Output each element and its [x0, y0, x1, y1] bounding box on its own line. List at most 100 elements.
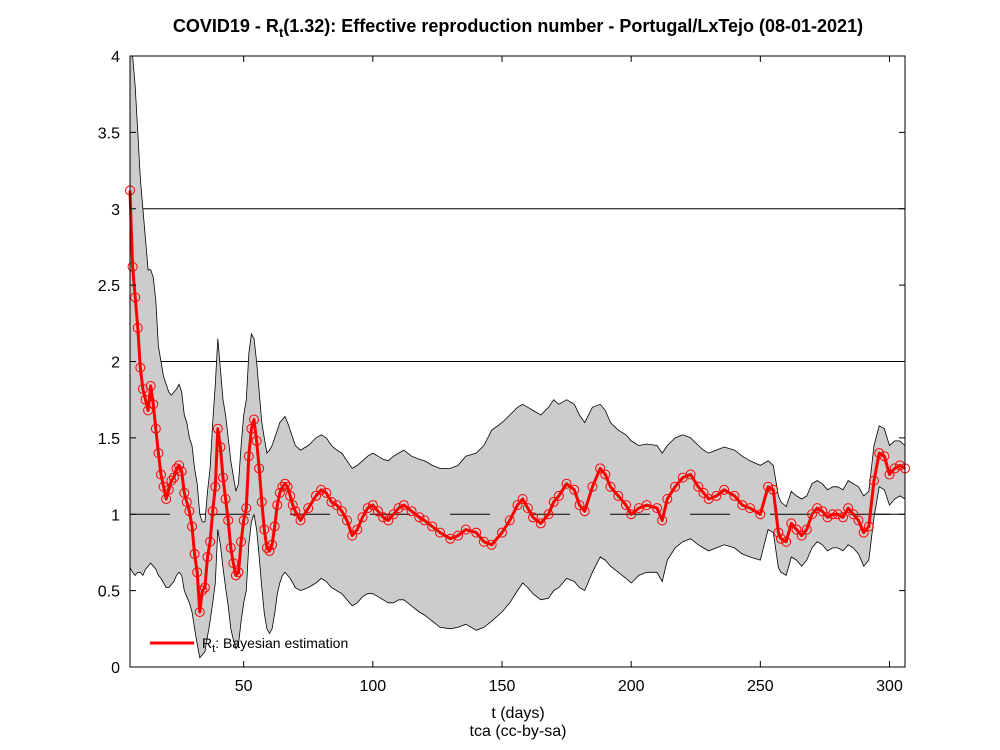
data-point [140, 394, 151, 405]
chart-title: COVID19 - Rt(1.32): Effective reproducti… [173, 16, 863, 40]
data-point [156, 469, 166, 480]
y-tick-label: 1.5 [98, 431, 120, 448]
x-axis-label: t (days) [491, 705, 544, 722]
data-point [497, 527, 507, 538]
data-point [863, 521, 874, 532]
data-point [383, 515, 394, 526]
data-point [267, 539, 278, 550]
data-point [246, 423, 257, 434]
y-tick-label: 4 [111, 49, 120, 66]
data-point [693, 481, 704, 492]
data-point [181, 497, 192, 508]
data-point [652, 503, 662, 514]
data-point [843, 503, 854, 514]
data-point [249, 414, 259, 425]
data-point [561, 478, 572, 489]
data-point [543, 509, 554, 520]
data-point [414, 512, 425, 523]
data-point [786, 518, 797, 529]
data-point [853, 515, 864, 526]
data-point [290, 506, 301, 517]
data-point [626, 509, 637, 520]
data-point [145, 380, 156, 391]
data-point [316, 484, 327, 495]
data-point [215, 442, 226, 453]
x-tick-label: 100 [359, 678, 386, 695]
data-point [192, 567, 203, 578]
data-point [453, 530, 464, 541]
data-point [419, 515, 430, 526]
data-point [874, 448, 885, 459]
data-point [817, 506, 828, 517]
data-point [595, 463, 606, 474]
data-point [858, 527, 869, 538]
data-point [889, 463, 900, 474]
data-point [336, 506, 347, 517]
data-point [427, 521, 438, 532]
data-point [613, 490, 624, 501]
data-point [574, 500, 585, 511]
estimate-layer [125, 185, 910, 618]
data-point [153, 448, 164, 459]
data-point [670, 481, 681, 492]
data-point [331, 500, 342, 511]
data-point [166, 475, 177, 486]
data-point [698, 487, 709, 498]
data-point [233, 567, 244, 578]
data-point [347, 530, 358, 541]
data-point [176, 466, 187, 477]
data-point [251, 435, 262, 446]
x-tick-label: 300 [876, 678, 903, 695]
data-point [321, 487, 332, 498]
data-point [807, 509, 817, 520]
data-point [202, 552, 213, 563]
data-point [189, 548, 200, 559]
data-point [199, 582, 210, 593]
data-point [342, 515, 352, 526]
x-tick-label: 50 [235, 678, 253, 695]
data-point [879, 451, 890, 462]
data-point [168, 472, 179, 483]
data-point [471, 527, 482, 538]
data-point [460, 524, 471, 535]
data-point [295, 515, 306, 526]
legend-label: Rt: Bayesian estimation [202, 635, 348, 655]
x-tick-label: 200 [618, 678, 645, 695]
data-point [791, 524, 802, 535]
legend-label-subscript: t [212, 643, 215, 655]
data-point [657, 515, 668, 526]
data-point [230, 570, 241, 581]
data-point [884, 469, 895, 480]
data-point [132, 322, 143, 333]
data-point [311, 490, 321, 501]
data-point [130, 292, 141, 303]
data-point [158, 481, 169, 492]
data-point [127, 261, 138, 272]
data-point [367, 500, 378, 511]
data-point [362, 503, 373, 514]
data-point [163, 484, 174, 495]
data-point [711, 490, 722, 501]
data-point [220, 493, 231, 504]
chart-title-subscript: t [279, 25, 284, 40]
x-tick-label: 250 [747, 678, 774, 695]
data-point [729, 490, 740, 501]
data-point [569, 484, 580, 495]
data-point [528, 512, 538, 523]
data-point [600, 469, 611, 480]
data-point [272, 500, 283, 511]
data-point [801, 524, 812, 535]
data-point [435, 527, 445, 538]
data-point [228, 558, 239, 569]
data-point [285, 490, 296, 501]
data-point [745, 503, 755, 514]
data-point [241, 503, 252, 514]
data-point [357, 512, 368, 523]
data-point [486, 539, 497, 550]
data-point [205, 536, 216, 547]
data-point [223, 515, 234, 526]
data-point [685, 469, 696, 480]
data-point [763, 481, 774, 492]
data-point [259, 524, 270, 535]
